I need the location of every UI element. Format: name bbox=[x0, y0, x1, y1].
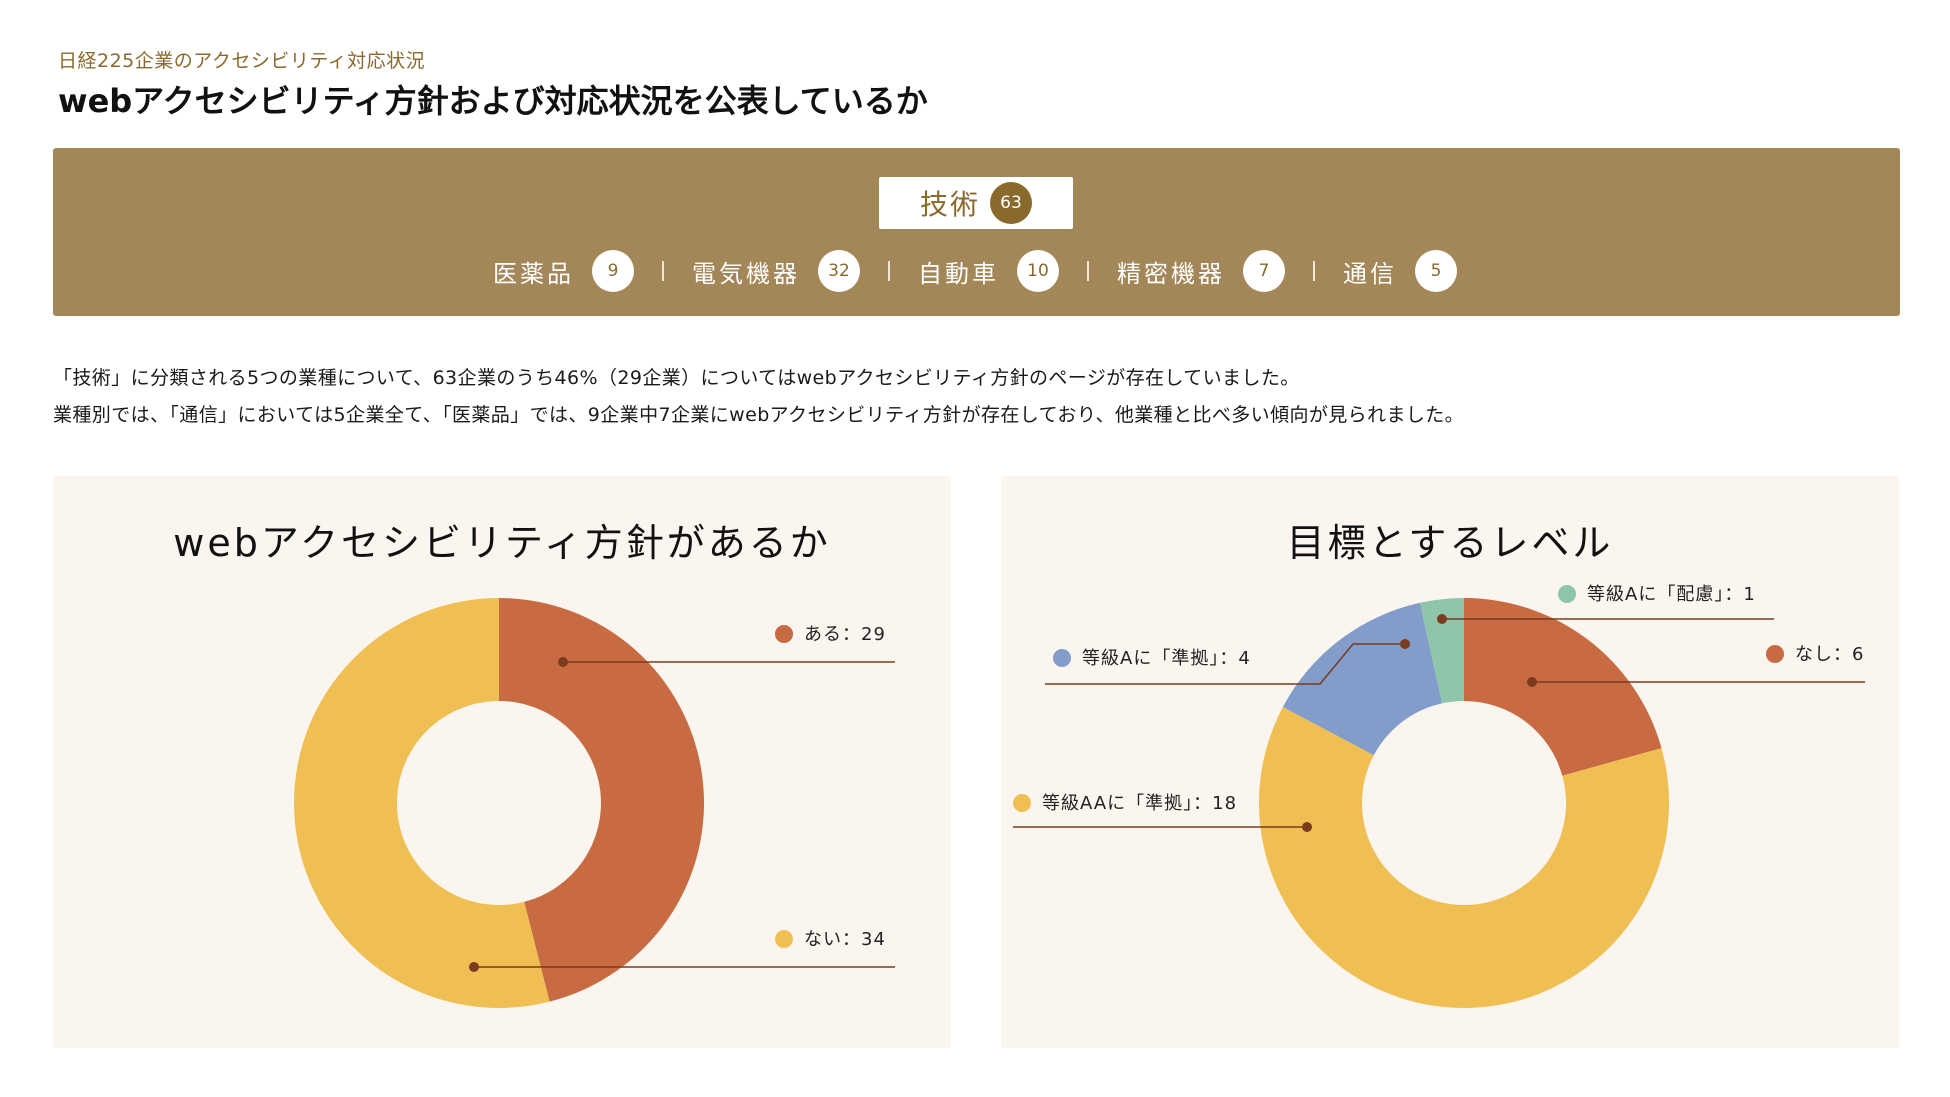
category-box: 技術 63 bbox=[879, 177, 1073, 229]
chart-panel-level: 目標とするレベル なし：6 等級AAに「準拠」：18 等級Aに「準拠」：4 等級Aに「… bbox=[1001, 476, 1899, 1048]
data-label: ある：29 bbox=[804, 624, 886, 645]
data-label: 等級Aに「配慮」：1 bbox=[1587, 584, 1756, 605]
industry-label: 自動車 bbox=[918, 259, 999, 288]
data-label: 等級AAに「準拠」：18 bbox=[1042, 793, 1237, 814]
industry-count-badge: 7 bbox=[1243, 250, 1285, 292]
industry-list: 医薬品 9 電気機器 32 自動車 10 精密機器 7 通信 5 bbox=[0, 249, 1950, 293]
industry-item: 通信 5 bbox=[1343, 250, 1457, 292]
donut-slice bbox=[1464, 598, 1662, 776]
leader-dot bbox=[1527, 677, 1537, 687]
separator bbox=[1087, 261, 1089, 281]
legend-swatch bbox=[1053, 649, 1071, 667]
chart-title: 目標とするレベル bbox=[1286, 521, 1614, 565]
category-count-badge: 63 bbox=[990, 182, 1032, 224]
industry-count-badge: 32 bbox=[818, 250, 860, 292]
donut-slice bbox=[499, 598, 704, 1002]
data-label: ない：34 bbox=[804, 929, 886, 950]
leader-dot bbox=[558, 657, 568, 667]
description: 「技術」に分類される5つの業種について、63企業のうち46%（29企業）について… bbox=[53, 360, 1893, 434]
industry-count-badge: 10 bbox=[1017, 250, 1059, 292]
industry-label: 精密機器 bbox=[1117, 259, 1225, 288]
industry-label: 電気機器 bbox=[692, 259, 800, 288]
leader-dot bbox=[1437, 614, 1447, 624]
data-label: 等級Aに「準拠」：4 bbox=[1082, 648, 1251, 669]
industry-item: 精密機器 7 bbox=[1117, 250, 1285, 292]
industry-item: 自動車 10 bbox=[918, 250, 1059, 292]
separator bbox=[1313, 261, 1315, 281]
industry-item: 医薬品 9 bbox=[493, 250, 634, 292]
industry-count-badge: 5 bbox=[1415, 250, 1457, 292]
industry-count-badge: 9 bbox=[592, 250, 634, 292]
chart-title: webアクセシビリティ方針があるか bbox=[173, 521, 831, 565]
industry-item: 電気機器 32 bbox=[692, 250, 860, 292]
legend-swatch bbox=[1013, 794, 1031, 812]
donut-chart-level: なし：6 等級AAに「準拠」：18 等級Aに「準拠」：4 等級Aに「配慮」：1 bbox=[1013, 584, 1865, 1008]
leader-line bbox=[1045, 643, 1405, 685]
page-kicker: 日経225企業のアクセシビリティ対応状況 bbox=[58, 50, 426, 72]
description-line: 「技術」に分類される5つの業種について、63企業のうち46%（29企業）について… bbox=[53, 367, 1300, 389]
legend-swatch bbox=[1766, 645, 1784, 663]
chart-panel-policy: webアクセシビリティ方針があるか ある：29 ない：34 bbox=[53, 476, 951, 1048]
data-label: なし：6 bbox=[1795, 644, 1864, 665]
leader-dot bbox=[1400, 639, 1410, 649]
legend-swatch bbox=[1558, 585, 1576, 603]
donut-slice bbox=[1419, 598, 1464, 704]
page-title: webアクセシビリティ方針および対応状況を公表しているか bbox=[58, 82, 928, 120]
category-label: 技術 bbox=[919, 188, 980, 221]
industry-label: 通信 bbox=[1343, 259, 1397, 288]
donut-chart-policy: ある：29 ない：34 bbox=[293, 598, 895, 1008]
leader-dot bbox=[1302, 822, 1312, 832]
industry-label: 医薬品 bbox=[493, 259, 574, 288]
leader-dot bbox=[469, 962, 479, 972]
donut-slice bbox=[293, 598, 550, 1008]
donut-slice bbox=[1259, 706, 1669, 1008]
legend-swatch bbox=[775, 930, 793, 948]
separator bbox=[662, 261, 664, 281]
description-line: 業種別では、「通信」においては5企業全て、「医薬品」では、9企業中7企業にweb… bbox=[53, 404, 1465, 426]
separator bbox=[888, 261, 890, 281]
legend-swatch bbox=[775, 625, 793, 643]
category-band bbox=[53, 148, 1900, 316]
